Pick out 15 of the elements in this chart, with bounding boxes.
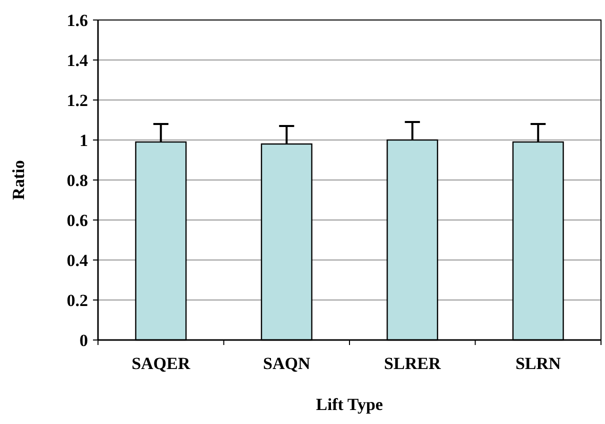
y-tick-label: 1.6 [66,10,88,30]
y-tick-label: 0.2 [66,290,88,310]
y-axis-title: Ratio [9,160,28,200]
y-tick-label: 0 [80,330,88,350]
x-tick-label: SLRER [384,354,442,373]
x-tick-label: SAQER [132,354,191,373]
x-tick-label: SLRN [515,354,562,373]
y-tick-label: 1 [80,130,88,150]
y-tick-label: 1.4 [66,50,88,70]
x-axis-title: Lift Type [316,395,384,414]
y-tick-label: 1.2 [66,90,88,110]
x-tick-label: SAQN [263,354,311,373]
y-tick-label: 0.4 [66,250,88,270]
y-tick-label: 0.6 [66,210,88,230]
y-tick-label: 0.8 [66,170,88,190]
